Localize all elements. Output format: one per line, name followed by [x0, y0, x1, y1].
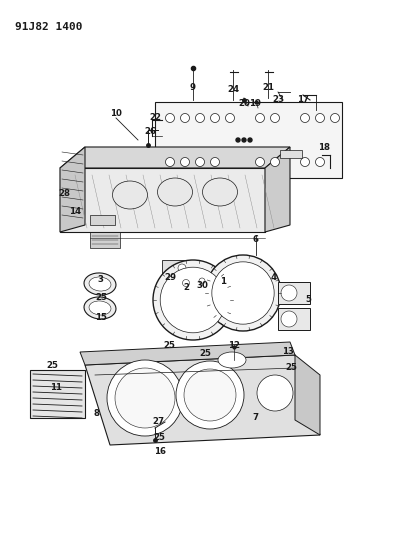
Circle shape [205, 255, 281, 331]
Circle shape [211, 114, 220, 123]
Circle shape [211, 157, 220, 166]
Text: 12: 12 [228, 342, 240, 351]
Circle shape [178, 264, 186, 272]
Text: 27: 27 [152, 416, 164, 425]
Circle shape [166, 157, 175, 166]
Circle shape [242, 138, 246, 142]
Polygon shape [265, 147, 290, 232]
Ellipse shape [84, 273, 116, 295]
Text: 9: 9 [190, 84, 196, 93]
Text: 17: 17 [297, 95, 309, 104]
Circle shape [255, 114, 265, 123]
Circle shape [236, 138, 240, 142]
Text: 18: 18 [318, 143, 330, 152]
Circle shape [300, 114, 309, 123]
Circle shape [255, 157, 265, 166]
Circle shape [115, 368, 175, 428]
Text: 11: 11 [50, 384, 62, 392]
Polygon shape [60, 147, 85, 232]
Circle shape [184, 369, 236, 421]
Circle shape [180, 157, 190, 166]
Text: 25: 25 [95, 294, 107, 303]
Circle shape [107, 360, 183, 436]
Circle shape [176, 361, 244, 429]
Polygon shape [30, 370, 85, 418]
Ellipse shape [157, 178, 192, 206]
Text: 13: 13 [282, 348, 294, 357]
Circle shape [153, 260, 233, 340]
Circle shape [330, 114, 339, 123]
Text: 5: 5 [305, 295, 311, 304]
Text: 14: 14 [69, 207, 81, 216]
Text: 26: 26 [144, 127, 156, 136]
Text: 16: 16 [154, 448, 166, 456]
Bar [155, 102, 342, 178]
Ellipse shape [218, 352, 246, 368]
Circle shape [180, 114, 190, 123]
Text: 28: 28 [58, 190, 70, 198]
Polygon shape [162, 260, 192, 278]
Bar [278, 282, 310, 304]
Text: 8: 8 [94, 408, 100, 417]
Circle shape [225, 114, 234, 123]
Text: 1: 1 [220, 278, 226, 287]
Ellipse shape [203, 178, 237, 206]
Circle shape [196, 157, 204, 166]
Text: 21: 21 [262, 83, 274, 92]
Text: 30: 30 [196, 281, 208, 290]
Circle shape [300, 157, 309, 166]
Text: 25: 25 [285, 362, 297, 372]
Text: 25: 25 [46, 360, 58, 369]
Text: 4: 4 [271, 273, 277, 282]
Text: 6: 6 [253, 236, 259, 245]
Polygon shape [80, 342, 295, 365]
Circle shape [281, 285, 297, 301]
Circle shape [316, 114, 325, 123]
Circle shape [281, 311, 297, 327]
Text: 20: 20 [238, 99, 250, 108]
Text: 23: 23 [272, 95, 284, 104]
Polygon shape [85, 355, 320, 445]
Circle shape [257, 375, 293, 411]
Text: 91J82 1400: 91J82 1400 [15, 22, 82, 32]
Circle shape [183, 279, 190, 287]
Circle shape [166, 114, 175, 123]
Circle shape [248, 138, 252, 142]
Ellipse shape [89, 301, 111, 315]
Bar [278, 308, 310, 330]
Text: 25: 25 [163, 342, 175, 351]
Text: 3: 3 [97, 276, 103, 285]
Text: 25: 25 [199, 350, 211, 359]
Ellipse shape [84, 297, 116, 319]
Bar [280, 150, 302, 158]
Circle shape [316, 157, 325, 166]
Ellipse shape [89, 277, 111, 291]
Polygon shape [90, 215, 115, 225]
Text: 19: 19 [249, 99, 261, 108]
Text: 7: 7 [252, 414, 258, 423]
Polygon shape [90, 232, 120, 248]
Text: 24: 24 [227, 85, 239, 94]
Text: 22: 22 [149, 112, 161, 122]
Text: 25: 25 [153, 432, 165, 441]
Circle shape [160, 267, 226, 333]
Text: 15: 15 [95, 313, 107, 322]
Text: 10: 10 [110, 109, 122, 117]
Circle shape [271, 114, 279, 123]
Polygon shape [60, 147, 290, 168]
Polygon shape [60, 168, 265, 232]
Circle shape [212, 262, 274, 324]
Polygon shape [295, 355, 320, 435]
Ellipse shape [112, 181, 147, 209]
Circle shape [196, 114, 204, 123]
Text: 2: 2 [183, 284, 189, 293]
Circle shape [199, 278, 205, 284]
Text: 29: 29 [164, 273, 176, 282]
Circle shape [271, 157, 279, 166]
